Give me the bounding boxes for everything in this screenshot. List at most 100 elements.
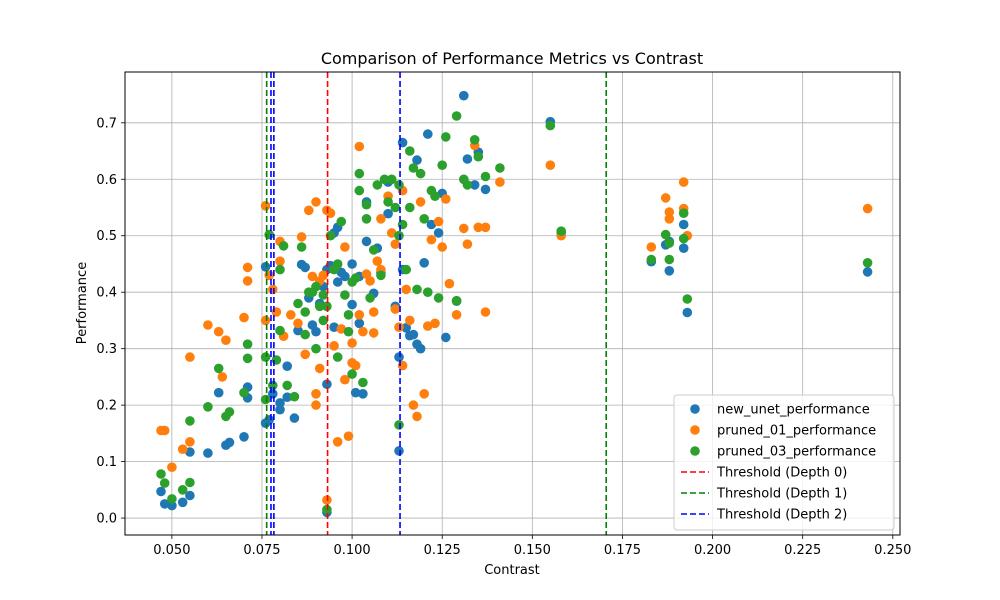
data-point [343, 326, 354, 337]
data-point [275, 256, 285, 267]
legend-label: Threshold (Depth 1) [716, 487, 847, 502]
data-point [368, 245, 379, 255]
legend-label: pruned_03_performance [717, 445, 876, 460]
data-point [242, 276, 253, 286]
data-point [556, 226, 566, 236]
data-point [350, 387, 361, 398]
x-tick-label: 0.075 [243, 543, 280, 558]
data-point [379, 174, 390, 185]
data-point [408, 163, 419, 173]
data-point [203, 320, 213, 330]
data-point [495, 163, 505, 173]
data-point [275, 398, 285, 408]
data-point [678, 243, 689, 253]
data-point [332, 277, 343, 287]
data-point [394, 180, 404, 190]
data-point [203, 402, 213, 412]
data-point [419, 389, 430, 399]
data-point [678, 177, 689, 187]
data-point [469, 180, 480, 190]
data-point [318, 315, 329, 326]
data-point [221, 335, 231, 346]
y-axis-label: Performance [75, 262, 90, 344]
series-pruned_01_performance [156, 140, 873, 505]
data-point [430, 191, 440, 201]
data-point [361, 236, 372, 247]
chart-title: Comparison of Performance Metrics vs Con… [321, 49, 703, 68]
data-point [340, 374, 350, 385]
data-point [462, 239, 473, 249]
data-point [286, 310, 296, 320]
data-point [390, 239, 401, 249]
data-point [278, 241, 289, 251]
data-point [332, 437, 343, 447]
data-point [260, 315, 271, 326]
data-point [260, 262, 271, 272]
data-point [469, 135, 480, 145]
data-point [433, 216, 444, 227]
data-point [185, 477, 195, 488]
data-point [682, 307, 693, 318]
data-point [332, 352, 343, 362]
data-point [293, 325, 303, 336]
data-point [358, 377, 368, 388]
y-tick-label: 0.3 [96, 342, 117, 357]
data-point [289, 391, 300, 402]
data-point [433, 293, 444, 303]
data-point [300, 262, 311, 273]
data-point [646, 242, 657, 252]
data-point [271, 307, 282, 317]
data-point [239, 387, 249, 398]
data-point [545, 160, 556, 170]
data-point [361, 199, 372, 210]
data-point [314, 363, 325, 374]
data-point [664, 266, 675, 276]
data-point [239, 432, 249, 442]
data-point [361, 214, 372, 224]
data-point [678, 233, 689, 244]
data-point [354, 141, 365, 152]
data-point [293, 318, 303, 329]
data-point [423, 321, 433, 331]
data-point [372, 180, 383, 190]
data-point [426, 234, 437, 245]
data-point [678, 208, 689, 218]
data-point [177, 497, 188, 508]
data-point [383, 208, 393, 219]
data-point [368, 328, 379, 338]
x-tick-label: 0.200 [694, 543, 731, 558]
data-point [347, 369, 357, 379]
data-point [480, 222, 491, 233]
data-point [159, 478, 170, 488]
data-point [444, 278, 455, 289]
data-point [415, 197, 426, 207]
data-point [177, 444, 188, 455]
data-point [242, 262, 253, 273]
data-point [264, 415, 275, 425]
data-point [405, 315, 415, 326]
data-point [664, 254, 675, 265]
data-point [430, 318, 440, 329]
data-point [329, 341, 339, 351]
data-point [390, 304, 401, 314]
data-point [167, 500, 177, 511]
data-point [340, 242, 350, 252]
scatter-points [156, 90, 873, 518]
data-point [354, 168, 365, 179]
data-point [365, 276, 375, 286]
data-point [423, 129, 433, 139]
data-point [340, 290, 350, 300]
data-point [217, 372, 228, 382]
data-point [311, 281, 321, 292]
data-point [462, 180, 473, 190]
data-point [329, 322, 339, 333]
legend-label: Threshold (Depth 2) [716, 508, 847, 523]
axis-ticks: 0.050 0.075 0.100 0.125 0.150 0.175 0.200 0.225… [96, 116, 911, 558]
x-tick-label: 0.125 [424, 543, 461, 558]
data-point [678, 219, 689, 230]
data-point [347, 259, 357, 269]
data-point [336, 324, 347, 334]
data-point [664, 238, 675, 248]
plot-area: 0.050 0.075 0.100 0.125 0.150 0.175 0.200 0.225… [96, 71, 911, 558]
